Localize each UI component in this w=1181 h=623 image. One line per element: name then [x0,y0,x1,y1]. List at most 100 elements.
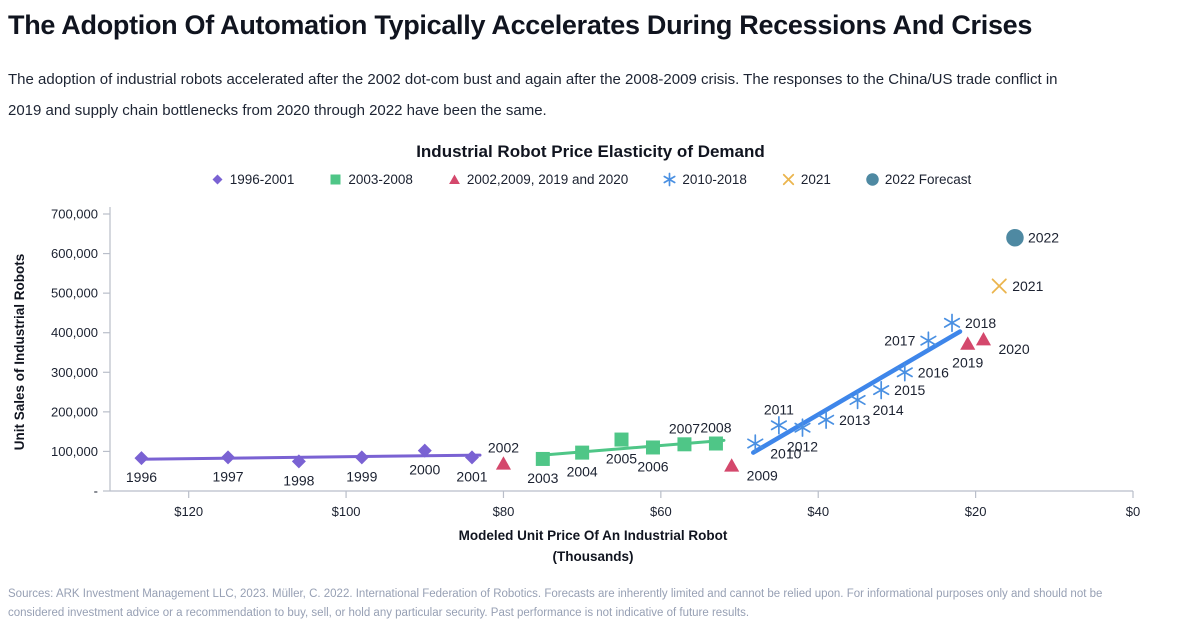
legend-label: 2003-2008 [348,172,413,187]
square-marker-icon [535,451,550,466]
y-tick-label: 200,000 [51,404,98,419]
y-tick-label: 300,000 [51,365,98,380]
trend-line [539,438,726,457]
point-label-2011: 2011 [764,401,794,417]
x-axis-subtitle: (Thousands) [553,549,634,564]
square-marker-icon [677,437,692,452]
y-tick-label: 400,000 [51,325,98,340]
point-label-2009: 2009 [747,467,778,483]
circle-marker-icon [1006,228,1024,247]
triangle-marker-icon [448,174,460,184]
point-label-2008: 2008 [700,420,731,436]
asterisk-marker-icon [817,410,835,430]
point-label-2004: 2004 [567,464,598,480]
circle-legend-icon [866,173,879,186]
y-tick-label: - [94,484,98,499]
diamond-marker-icon [134,451,149,466]
legend-item: 1996-2001 [210,172,295,187]
trend-line [751,329,963,455]
point-label-2010: 2010 [770,446,801,462]
point-label-2003: 2003 [527,470,558,486]
point-label-2007: 2007 [669,420,700,436]
point-label-2020: 2020 [998,341,1029,357]
point-label-2002: 2002 [488,439,519,455]
y-axis-title: Unit Sales of Industrial Robots [12,254,27,451]
chart-legend: 1996-2001 2003-2008 2002,2009, 2019 and 20… [0,172,1181,187]
x-tick-label: $120 [174,504,203,519]
x-axis-title: Modeled Unit Price Of An Industrial Robo… [459,528,728,543]
point-label-2000: 2000 [409,462,440,478]
y-tick-label: 100,000 [51,444,98,459]
point-label-2001: 2001 [456,468,487,484]
square-legend-icon [330,174,341,185]
legend-label: 2022 Forecast [884,172,972,187]
asterisk-marker-icon [943,313,961,333]
asterisk-legend-icon [663,172,676,187]
point-label-2017: 2017 [884,333,915,349]
point-label-2021: 2021 [1012,278,1043,294]
asterisk-marker-icon [873,380,890,400]
x-tick-label: $100 [332,504,361,519]
square-marker-icon [614,432,629,447]
point-label-2019: 2019 [952,354,983,370]
trend-line [137,453,482,461]
x-tick-label: $60 [650,504,672,519]
diamond-marker-icon [354,450,369,465]
point-label-1998: 1998 [283,472,314,488]
point-label-2005: 2005 [606,451,637,467]
y-tick-label: 700,000 [51,207,98,222]
asterisk-marker-icon [770,416,788,435]
legend-item: 2002,2009, 2019 and 2020 [447,172,628,187]
x-marker-icon [782,173,795,186]
triangle-marker-icon [724,458,740,472]
point-label-2014: 2014 [873,402,904,418]
diamond-marker-icon [291,454,306,469]
point-label-1997: 1997 [212,468,243,484]
point-label-2012: 2012 [787,439,818,455]
asterisk-marker-icon [663,172,676,187]
legend-item: 2022 Forecast [865,172,971,187]
legend-label: 2010-2018 [682,172,747,187]
series-2022-forecast: 2022 [1006,228,1059,247]
point-label-2022: 2022 [1028,230,1059,246]
x-legend-icon [782,173,795,186]
legend-item: 2021 [781,172,831,187]
x-tick-label: $20 [965,504,987,519]
square-marker-icon [645,440,660,455]
asterisk-marker-icon [794,418,811,437]
point-label-2015: 2015 [894,382,925,398]
circle-marker-icon [866,173,879,186]
legend-label: 2002,2009, 2019 and 2020 [466,172,629,187]
asterisk-marker-icon [849,390,866,410]
legend-label: 1996-2001 [229,172,295,187]
x-tick-label: $0 [1126,504,1140,519]
legend-item: 2003-2008 [328,172,413,187]
series-layer: 1996 1997 1998 1999 2000 2001 2003 2004 2005 2006… [126,228,1059,488]
point-label-1996: 1996 [126,469,157,485]
x-tick-label: $80 [493,504,515,519]
page-title: The Adoption Of Automation Typically Acc… [8,10,1033,40]
point-label-2013: 2013 [839,412,870,428]
asterisk-marker-icon [896,363,913,382]
asterisk-marker-icon [920,331,937,350]
point-label-1999: 1999 [346,468,377,484]
chart-title: Industrial Robot Price Elasticity of Dem… [416,142,765,161]
series-1996-2001: 1996 1997 1998 1999 2000 2001 [126,443,488,488]
x-marker-icon [991,278,1007,294]
series-2002-2009-2019-and-2020: 2002 2009 2019 2020 [488,332,1030,483]
triangle-marker-icon [975,332,992,346]
y-tick-label: 500,000 [51,286,98,301]
square-marker-icon [575,445,590,460]
point-label-2006: 2006 [637,458,668,474]
series-2021: 2021 [991,278,1044,294]
diamond-marker-icon [212,174,223,185]
triangle-legend-icon [448,174,460,184]
y-tick-label: 600,000 [51,246,98,261]
diamond-marker-icon [464,450,479,465]
asterisk-marker-icon [747,434,764,453]
diamond-legend-icon [212,174,223,185]
legend-label: 2021 [800,172,831,187]
